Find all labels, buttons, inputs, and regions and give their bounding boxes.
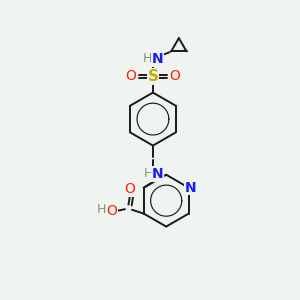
Text: O: O — [126, 69, 136, 83]
Text: H: H — [143, 167, 153, 180]
Text: H: H — [96, 203, 106, 216]
Text: N: N — [184, 181, 196, 195]
Text: O: O — [106, 204, 117, 218]
Text: H: H — [143, 52, 152, 65]
Text: N: N — [151, 52, 163, 66]
Text: O: O — [124, 182, 135, 196]
Text: N: N — [152, 167, 164, 181]
Text: S: S — [147, 69, 158, 84]
Text: O: O — [169, 69, 180, 83]
